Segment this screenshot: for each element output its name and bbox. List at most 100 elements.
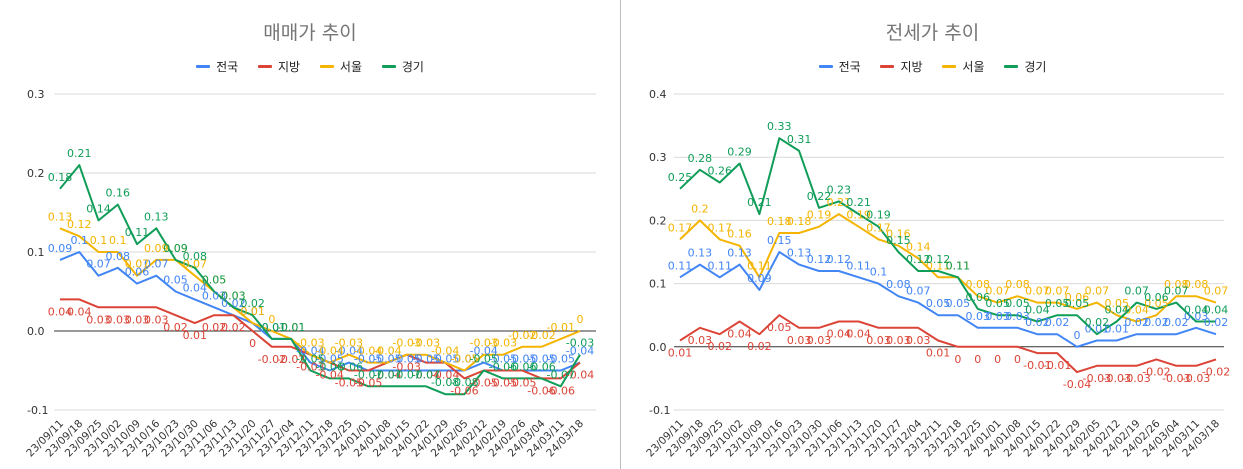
data-label-seoul: 0.2 <box>691 202 709 215</box>
legend-item-gyeonggi[interactable]: 경기 <box>381 58 424 75</box>
data-label-seoul: 0.08 <box>966 278 991 291</box>
data-label-national: 0.05 <box>163 274 188 287</box>
data-label-regional: 0.02 <box>747 340 772 353</box>
data-label-national: 0.02 <box>221 297 246 310</box>
data-label-regional: 0.04 <box>827 328 852 341</box>
data-label-national: 0.07 <box>906 285 931 298</box>
data-label-gyeonggi: 0.04 <box>1104 304 1129 317</box>
data-label-national: -0.01 <box>258 321 286 334</box>
data-label-gyeonggi: 0.04 <box>1025 304 1050 317</box>
data-label-gyeonggi: 0.11 <box>125 226 150 239</box>
legend-item-seoul[interactable]: 서울 <box>942 58 985 75</box>
jeonse-price-line-chart: 0.40.30.20.10.0-0.123/09/1123/09/1823/09… <box>644 88 1230 459</box>
data-label-national: 0.02 <box>1164 316 1189 329</box>
data-label-seoul: 0.13 <box>48 210 73 223</box>
data-label-regional: -0.05 <box>335 377 363 390</box>
y-tick-label: -0.1 <box>649 404 670 417</box>
data-label-seoul: 0.09 <box>163 242 188 255</box>
data-label-national: -0.05 <box>547 353 575 366</box>
y-tick-label: 0.3 <box>27 88 45 101</box>
y-tick-label: 0.1 <box>649 278 667 291</box>
data-label-gyeonggi: 0.09 <box>163 242 188 255</box>
legend-item-seoul[interactable]: 서울 <box>319 58 362 75</box>
legend-item-national[interactable]: 전국 <box>196 58 238 75</box>
data-label-regional: -0.06 <box>547 384 575 397</box>
data-label-gyeonggi: -0.01 <box>258 321 286 334</box>
data-label-regional: 0.01 <box>926 346 951 359</box>
data-label-regional: 0.03 <box>688 334 713 347</box>
data-label-gyeonggi: 0.23 <box>827 183 852 196</box>
data-label-national: 0.02 <box>1204 316 1229 329</box>
legend-label: 지방 <box>900 60 923 74</box>
data-label-seoul: 0.11 <box>747 259 772 272</box>
data-label-gyeonggi: 0.28 <box>688 152 713 165</box>
data-label-regional: 0.03 <box>886 334 911 347</box>
chart-title: 전세가 추이 <box>885 22 980 44</box>
data-label-gyeonggi: -0.08 <box>450 376 478 389</box>
data-label-gyeonggi: 0.05 <box>1005 297 1030 310</box>
data-label-national: 0.06 <box>125 266 150 279</box>
series-line-regional <box>679 314 1217 374</box>
data-label-national: 0.1 <box>870 266 888 279</box>
data-label-seoul: 0.16 <box>727 228 752 241</box>
legend-swatch <box>1004 65 1019 68</box>
data-label-gyeonggi: -0.06 <box>527 360 555 373</box>
data-label-gyeonggi: 0.03 <box>221 289 246 302</box>
data-label-gyeonggi: 0.04 <box>1184 304 1209 317</box>
data-label-regional: -0.03 <box>1083 372 1111 385</box>
chart-legend: 전국 지방 서울 경기 <box>622 57 1243 75</box>
data-label-national: -0.04 <box>296 345 324 358</box>
data-label-regional: 0.04 <box>846 328 871 341</box>
data-label-national: -0.04 <box>469 345 497 358</box>
data-label-seoul: 0.08 <box>1164 278 1189 291</box>
data-label-national: 0.13 <box>688 247 713 260</box>
data-label-gyeonggi: 0.29 <box>727 146 752 159</box>
data-label-gyeonggi: 0.02 <box>240 297 265 310</box>
legend-item-gyeonggi[interactable]: 경기 <box>1004 58 1046 75</box>
data-label-gyeonggi: 0.07 <box>1164 285 1189 298</box>
data-label-seoul: -0.03 <box>469 337 497 350</box>
data-label-seoul: 0.19 <box>846 209 871 222</box>
legend-item-regional[interactable]: 지방 <box>880 58 923 75</box>
data-label-national: 0.03 <box>202 289 227 302</box>
data-label-seoul: -0.03 <box>412 337 440 350</box>
data-label-regional: 0.01 <box>183 329 208 342</box>
data-label-regional: 0.04 <box>727 328 752 341</box>
data-label-regional: -0.03 <box>1162 372 1190 385</box>
data-label-regional: -0.05 <box>508 377 536 390</box>
data-label-regional: -0.04 <box>315 369 343 382</box>
data-label-seoul: 0.17 <box>866 221 891 234</box>
data-label-regional: -0.03 <box>1103 372 1131 385</box>
legend-item-national[interactable]: 전국 <box>818 58 861 75</box>
series-line-gyeonggi <box>679 137 1216 336</box>
data-label-regional: -0.02 <box>277 353 305 366</box>
data-label-national: 0.15 <box>767 234 792 247</box>
data-label-gyeonggi: 0.06 <box>1144 291 1169 304</box>
data-label-gyeonggi: -0.06 <box>335 360 363 373</box>
legend-swatch <box>880 65 895 68</box>
data-label-national: -0.05 <box>508 353 536 366</box>
series-line-national <box>59 251 581 372</box>
data-label-seoul: 0.21 <box>827 196 852 209</box>
series-line-national <box>679 251 1217 348</box>
data-label-seoul: -0.03 <box>489 337 517 350</box>
data-label-seoul: -0.04 <box>315 345 343 358</box>
data-label-regional: -0.02 <box>1202 365 1230 378</box>
data-label-gyeonggi: 0.05 <box>985 297 1010 310</box>
panel-divider <box>620 0 621 469</box>
data-label-seoul: 0.05 <box>1144 297 1169 310</box>
data-label-gyeonggi: -0.07 <box>392 368 420 381</box>
data-label-national: 0.02 <box>1124 316 1149 329</box>
data-label-national: 0.11 <box>707 259 732 272</box>
data-label-seoul: -0.05 <box>450 353 478 366</box>
data-label-gyeonggi: 0.05 <box>1065 297 1090 310</box>
data-label-regional: 0 <box>974 353 981 366</box>
legend-item-regional[interactable]: 지방 <box>257 58 300 75</box>
data-label-national: 0.11 <box>846 259 871 272</box>
data-label-regional: -0.02 <box>1142 365 1170 378</box>
data-label-regional: 0.03 <box>906 334 931 347</box>
data-label-national: 0.03 <box>1005 310 1030 323</box>
data-label-gyeonggi: -0.07 <box>354 368 382 381</box>
data-label-seoul: 0.07 <box>1085 285 1110 298</box>
y-tick-label: 0.0 <box>27 325 45 338</box>
